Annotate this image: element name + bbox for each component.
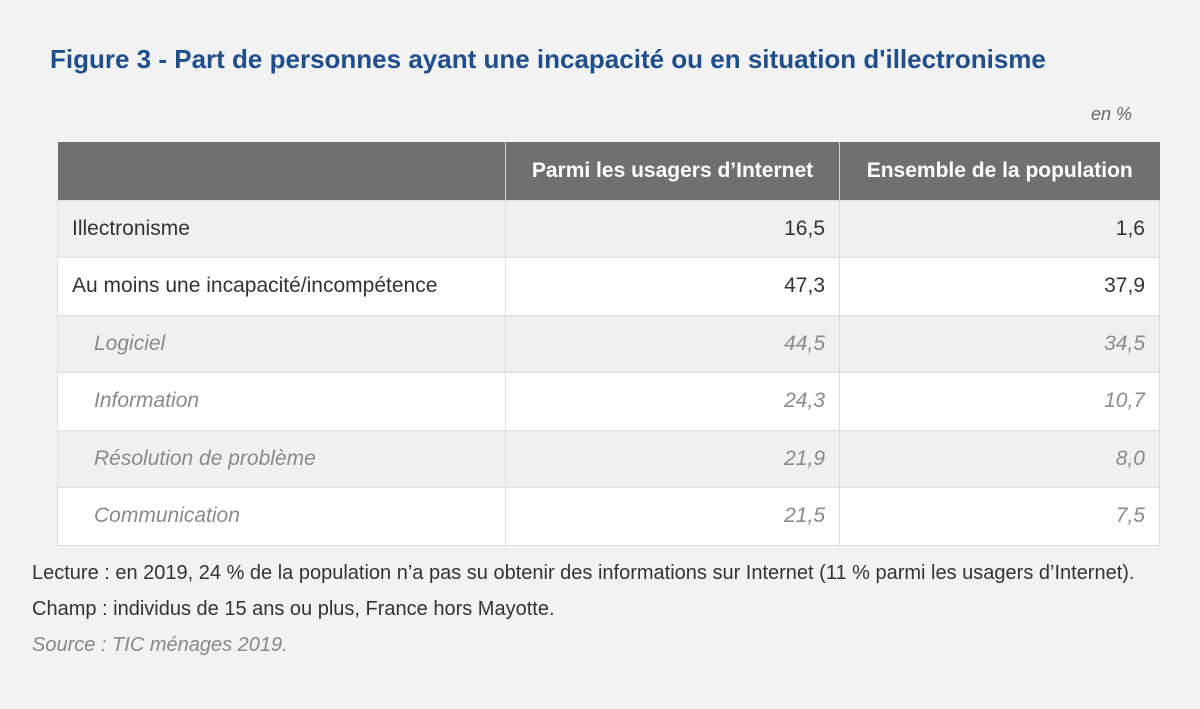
column-header-label	[57, 142, 506, 200]
figure-title: Figure 3 - Part de personnes ayant une i…	[50, 44, 1046, 74]
table-row: Au moins une incapacité/incompétence 47,3…	[57, 257, 1160, 316]
cell-internet-users: 24,3	[505, 372, 840, 431]
row-label: Au moins une incapacité/incompétence	[57, 257, 506, 316]
note-champ: Champ : individus de 15 ans ou plus, Fra…	[32, 598, 555, 620]
cell-population: 8,0	[839, 429, 1160, 488]
row-label: Communication	[57, 487, 506, 546]
column-header-population: Ensemble de la population	[839, 142, 1160, 200]
unit-label: en %	[1090, 104, 1132, 124]
table-row: Communication 21,5 7,5	[57, 487, 1160, 546]
cell-internet-users: 21,9	[505, 429, 840, 488]
row-label: Résolution de problème	[57, 429, 506, 488]
cell-population: 10,7	[839, 372, 1160, 431]
table-row: Information 24,3 10,7	[57, 372, 1160, 431]
row-label: Information	[57, 372, 506, 431]
table-body: Illectronisme 16,5 1,6 Au moins une incapac…	[57, 199, 1160, 546]
note-source: Source : TIC ménages 2019.	[32, 634, 288, 656]
row-label: Illectronisme	[57, 199, 506, 258]
cell-internet-users: 47,3	[505, 257, 840, 316]
table-row: Résolution de problème 21,9 8,0	[57, 429, 1160, 488]
cell-population: 7,5	[839, 487, 1160, 546]
cell-population: 37,9	[839, 257, 1160, 316]
note-lecture: Lecture : en 2019, 24 % de la population…	[32, 562, 1135, 584]
cell-internet-users: 21,5	[505, 487, 840, 546]
row-label: Logiciel	[57, 314, 506, 373]
table-row: Illectronisme 16,5 1,6	[57, 199, 1160, 258]
cell-internet-users: 44,5	[505, 314, 840, 373]
table-header-row: Parmi les usagers d’Internet Ensemble de…	[57, 142, 1160, 200]
cell-population: 34,5	[839, 314, 1160, 373]
data-table: Parmi les usagers d’Internet Ensemble de…	[57, 142, 1160, 546]
cell-internet-users: 16,5	[505, 199, 840, 258]
cell-population: 1,6	[839, 199, 1160, 258]
table-row: Logiciel 44,5 34,5	[57, 314, 1160, 373]
notes: Lecture : en 2019, 24 % de la population…	[32, 560, 1162, 668]
column-header-internet-users: Parmi les usagers d’Internet	[505, 142, 840, 200]
